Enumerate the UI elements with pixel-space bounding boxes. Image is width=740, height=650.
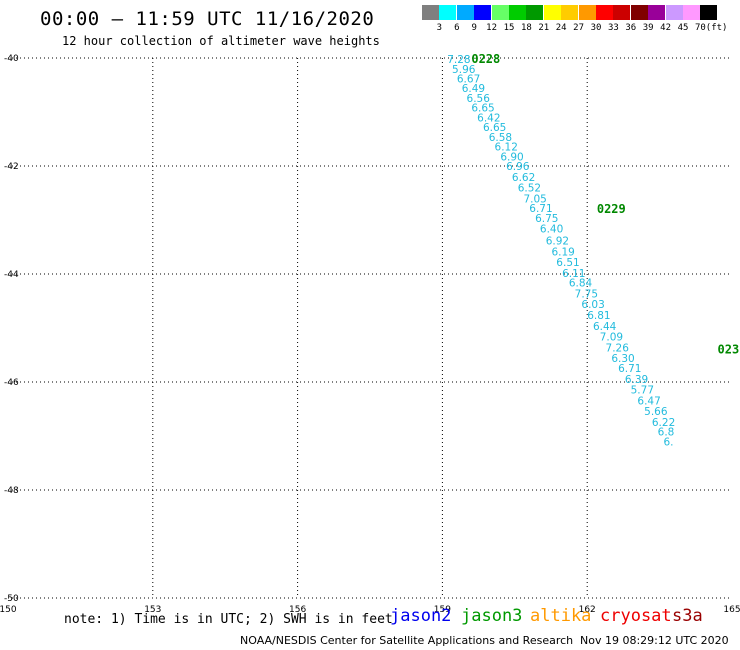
legend-swatch [648,5,666,20]
legend-swatch [578,5,596,20]
lon-tick-label: 150 [0,605,17,615]
wave-height-value: 7.28 [447,54,470,66]
legend-label: 21 [538,23,550,33]
legend-label: 9 [471,23,477,33]
legend-label: 12 [486,23,498,33]
wave-height-value: 6.71 [529,203,552,215]
legend-unit: (ft) [705,23,728,33]
wave-height-value: 6.62 [512,172,535,184]
wave-height-value: 7.09 [600,332,623,344]
wave-height-value: 7.26 [606,342,630,354]
legend-swatch [456,5,474,20]
wave-height-value: 6.40 [540,224,563,236]
wave-height-value: 6.65 [471,103,494,115]
legend-label: 15 [503,23,515,33]
legend-swatch [543,5,561,20]
note-text: note: 1) Time is in UTC; 2) SWH is in fe… [64,612,393,627]
wave-height-value: 6.81 [587,310,610,322]
wave-height-value: 6.22 [652,417,675,429]
mission-altika: altika [530,606,592,626]
legend-swatch [665,5,683,20]
legend-swatch [439,5,457,20]
wave-height-value: 6.71 [618,363,641,375]
wave-height-value: 6. [663,436,673,448]
legend-swatch [474,5,492,20]
wave-height-value: 6.44 [593,321,617,333]
legend-label: 45 [677,23,689,33]
wave-height-value: 5.77 [631,385,654,397]
legend-label: 30 [590,23,602,33]
legend-label: 42 [660,23,672,33]
wave-height-value: 6.92 [546,236,569,248]
wave-height-value: 6.67 [457,74,480,86]
legend-swatch [700,5,718,20]
legend-label: 70 [694,23,706,33]
wave-height-value: 7.05 [523,193,546,205]
lat-tick-label: -42 [4,162,19,172]
wave-height-value: 6.84 [569,278,593,290]
lon-tick-label: 159 [434,605,451,615]
legend-label: 27 [573,23,585,33]
lat-tick-label: -40 [4,54,19,64]
lat-tick-label: -44 [4,270,19,280]
pass-time-label: 0229 [597,202,626,216]
legend-label: 36 [625,23,637,33]
wave-height-value: 6.19 [551,246,574,258]
legend-swatch [491,5,509,20]
mission-jason2: jason2 [390,606,452,626]
lat-tick-label: -46 [4,378,19,388]
lat-tick-label: -50 [4,594,19,604]
wave-height-value: 6.39 [625,374,648,386]
wave-height-value: 6.42 [477,112,500,124]
legend-label: 33 [607,23,619,33]
page-subtitle: 12 hour collection of altimeter wave hei… [62,34,380,48]
mission-jason3: jason3 [461,606,523,626]
lat-tick-label: -48 [4,486,19,496]
legend-swatch [422,5,439,20]
wave-height-value: 6.03 [581,299,604,311]
mission-cryosat: cryosat [600,606,672,626]
lon-tick-label: 153 [144,605,161,615]
legend-swatch [561,5,579,20]
lon-tick-label: 165 [723,605,740,615]
wave-height-value: 6.8 [658,427,675,439]
legend-label: 6 [454,23,460,33]
legend-swatch [683,5,700,20]
legend-label: 18 [520,23,532,33]
wave-height-value: 6.47 [637,395,660,407]
wave-height-value: 6.30 [611,353,634,365]
wave-height-value: 6.52 [518,183,541,195]
wave-height-value: 6.51 [556,257,579,269]
mission-s3a: s3a [672,606,703,626]
legend-label: 3 [436,23,443,33]
legend-swatch [613,5,631,20]
page-title: 00:00 – 11:59 UTC 11/16/2020 [40,8,375,30]
wave-height-value: 5.66 [644,406,668,418]
legend-label: 24 [555,23,567,33]
lon-tick-label: 162 [579,605,596,615]
legend-swatch [596,5,613,20]
credit-text: NOAA/NESDIS Center for Satellite Applica… [240,634,574,647]
wave-height-value: 5.96 [452,64,476,76]
wave-height-value: 6.96 [506,161,530,173]
wave-height-value: 6.56 [467,93,491,105]
pass-time-label: 0230 [718,343,740,357]
lon-tick-label: 156 [289,605,306,615]
wave-height-value: 6.58 [489,132,512,144]
legend-swatch [630,5,648,20]
wave-height-value: 6.49 [462,83,485,95]
wave-height-value: 6.65 [483,122,506,134]
pass-time-label: 0228 [471,52,500,66]
wave-height-value: 6.75 [535,213,558,225]
wave-height-value: 6.12 [495,142,518,154]
legend-swatch [509,5,526,20]
wave-height-value: 6.90 [500,151,523,163]
legend-label: 39 [642,23,654,33]
legend-swatch [526,5,544,20]
timestamp-text: Nov 19 08:29:12 UTC 2020 [580,634,729,647]
wave-height-value: 6.11 [562,268,585,280]
wave-height-value: 7.75 [575,288,598,300]
